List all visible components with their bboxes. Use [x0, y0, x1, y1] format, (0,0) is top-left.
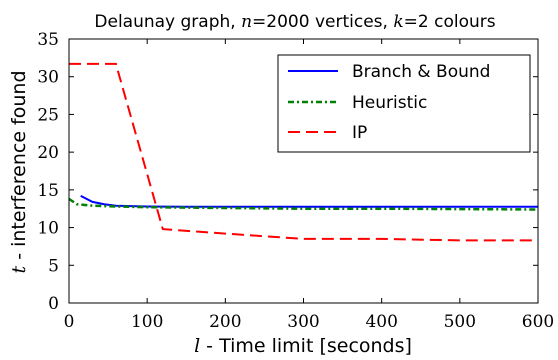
y-axis-title: t - interference found — [8, 71, 30, 274]
y-tick-label: 5 — [48, 256, 59, 276]
y-tick-label: 25 — [37, 105, 59, 125]
x-tick-label: 300 — [287, 312, 319, 332]
series-lines — [68, 62, 539, 242]
chart-title: Delaunay graph, n=2000 vertices, k=2 col… — [94, 12, 495, 32]
y-tick-label: 0 — [48, 294, 59, 314]
series-line-heuristic — [68, 197, 539, 211]
y-tick-label: 15 — [37, 181, 59, 201]
series-line-branch-bound — [80, 195, 538, 208]
y-tick-label: 35 — [37, 30, 59, 50]
x-axis-title: l - Time limit [seconds] — [194, 335, 412, 357]
y-tick-label: 30 — [37, 68, 59, 88]
plot-frame — [68, 38, 539, 304]
x-tick-label: 600 — [522, 312, 554, 332]
axis-ticks: 0 100 200 300 400 500 600 0 5 10 15 20 25 30 35 — [37, 30, 554, 332]
x-tick-label: 100 — [131, 312, 163, 332]
x-tick-label: 500 — [444, 312, 476, 332]
x-tick-label: 0 — [64, 312, 75, 332]
legend-label-ip: IP — [352, 123, 367, 143]
series-line-ip — [69, 62, 538, 242]
legend-label-branch-bound: Branch & Bound — [352, 62, 490, 82]
x-tick-label: 200 — [209, 312, 241, 332]
legend: Branch & Bound Heuristic IP — [277, 54, 531, 153]
legend-label-heuristic: Heuristic — [352, 93, 427, 113]
y-tick-label: 20 — [37, 143, 59, 163]
y-tick-label: 10 — [37, 219, 59, 239]
x-tick-label: 400 — [365, 312, 397, 332]
